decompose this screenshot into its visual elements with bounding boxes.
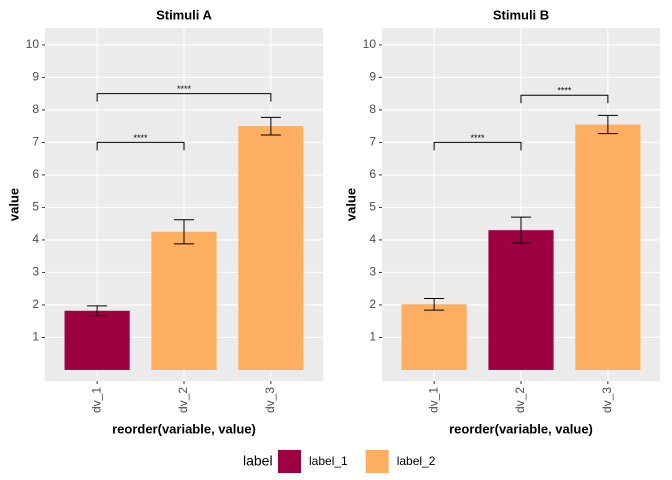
significance-label: **** xyxy=(557,86,572,96)
y-axis-label: value xyxy=(6,188,21,221)
significance-bracket xyxy=(433,141,522,151)
y-tick-label: 9 xyxy=(369,70,376,84)
y-tick-label: 2 xyxy=(369,297,376,311)
y-tick-label: 8 xyxy=(369,102,376,116)
significance-bracket xyxy=(96,93,272,102)
y-tick-label: 10 xyxy=(26,37,40,51)
bar xyxy=(64,310,130,370)
y-tick-label: 10 xyxy=(363,37,377,51)
bar xyxy=(401,304,467,370)
significance-label: **** xyxy=(177,84,192,94)
significance-label: **** xyxy=(471,133,486,143)
panel-title: Stimuli A xyxy=(156,7,212,22)
bar xyxy=(151,231,217,370)
y-tick-label: 6 xyxy=(369,167,376,181)
y-tick-label: 2 xyxy=(32,297,39,311)
x-tick-label: dv_1 xyxy=(89,387,103,413)
x-tick-label: dv_2 xyxy=(176,387,190,413)
y-tick-label: 3 xyxy=(32,265,39,279)
x-tick-label: dv_3 xyxy=(600,387,614,413)
bar xyxy=(575,124,641,370)
significance-bracket xyxy=(520,94,609,104)
significance-label: **** xyxy=(134,133,149,143)
x-tick-label: dv_2 xyxy=(513,387,527,413)
legend-title: label xyxy=(243,453,273,469)
y-tick-label: 4 xyxy=(369,232,376,246)
x-axis-label: reorder(variable, value) xyxy=(449,421,593,436)
y-tick-label: 6 xyxy=(32,167,39,181)
y-tick-label: 9 xyxy=(32,70,39,84)
y-tick-label: 1 xyxy=(32,330,39,344)
x-axis-label: reorder(variable, value) xyxy=(112,421,256,436)
legend-label: label_2 xyxy=(397,454,436,468)
y-tick-label: 3 xyxy=(369,265,376,279)
x-tick-label: dv_1 xyxy=(426,387,440,413)
y-tick-label: 1 xyxy=(369,330,376,344)
x-tick-label: dv_3 xyxy=(263,387,277,413)
y-tick-label: 7 xyxy=(369,135,376,149)
y-tick-label: 8 xyxy=(32,102,39,116)
y-tick-label: 4 xyxy=(32,232,39,246)
bar xyxy=(238,126,304,370)
y-tick-label: 5 xyxy=(369,200,376,214)
legend-key xyxy=(278,450,301,473)
y-tick-label: 5 xyxy=(32,200,39,214)
panel-title: Stimuli B xyxy=(493,7,549,22)
legend-label: label_1 xyxy=(309,454,348,468)
significance-bracket xyxy=(96,141,185,151)
y-tick-label: 7 xyxy=(32,135,39,149)
bar xyxy=(488,230,554,370)
y-axis-label: value xyxy=(343,188,358,221)
legend-key xyxy=(365,450,389,473)
